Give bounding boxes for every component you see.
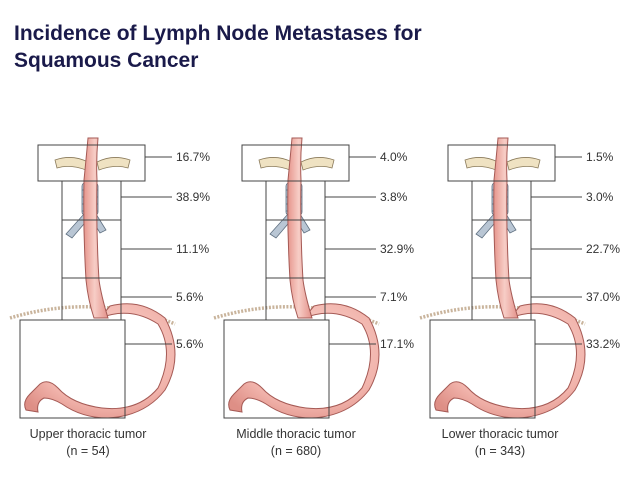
panel-n-label: (n = 343) [475,444,525,458]
panel-n-label: (n = 54) [66,444,109,458]
panel-caption: Lower thoracic tumor [442,427,559,441]
title-line-2: Squamous Cancer [14,49,199,72]
pct-region-4: 37.0% [586,290,620,304]
anatomy-illustration [418,136,587,420]
panel-upper-thoracic: 16.7% 38.9% 11.1% 5.6% 5.6% Upper thorac… [8,136,210,458]
pct-region-3: 32.9% [380,242,414,256]
title-line-1: Incidence of Lymph Node Metastases for [14,22,422,45]
pct-region-5: 5.6% [176,337,204,351]
pct-region-4: 7.1% [380,290,408,304]
panel-lower-thoracic: 1.5% 3.0% 22.7% 37.0% 33.2% Lower thorac… [418,136,620,458]
pct-region-2: 38.9% [176,190,210,204]
leader-lines [325,156,376,345]
leader-lines [531,156,582,345]
pct-region-2: 3.8% [380,190,408,204]
leader-lines [121,156,172,345]
pct-region-1: 4.0% [380,150,408,164]
pct-region-1: 1.5% [586,150,614,164]
anatomy-illustration [212,136,381,420]
page-title: Incidence of Lymph Node Metastases for S… [14,20,422,74]
pct-region-3: 22.7% [586,242,620,256]
pct-region-5: 33.2% [586,337,620,351]
anatomy-illustration [8,136,177,420]
panel-caption: Upper thoracic tumor [30,427,147,441]
panel-n-label: (n = 680) [271,444,321,458]
pct-region-1: 16.7% [176,150,210,164]
pct-region-4: 5.6% [176,290,204,304]
pct-region-3: 11.1% [176,242,209,256]
pct-region-2: 3.0% [586,190,614,204]
panel-middle-thoracic: 4.0% 3.8% 32.9% 7.1% 17.1% Middle thorac… [212,136,414,458]
pct-region-5: 17.1% [380,337,414,351]
panel-caption: Middle thoracic tumor [236,427,356,441]
